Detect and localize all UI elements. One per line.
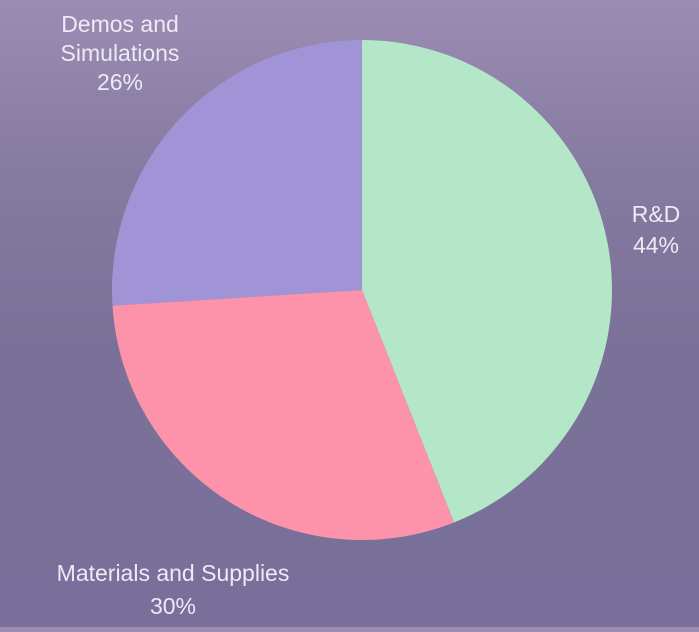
pie-label-name: Materials and Supplies bbox=[57, 560, 290, 586]
pie-label-materials-and-supplies: Materials and Supplies 30% bbox=[57, 560, 290, 619]
pie-label-percent: 26% bbox=[97, 69, 143, 95]
pie-label-name: R&D bbox=[632, 201, 681, 227]
pie-slices bbox=[112, 40, 613, 540]
pie-slice-materials-and-supplies bbox=[112, 290, 455, 540]
pie-label-r-d: R&D 44% bbox=[632, 201, 681, 258]
pie-slice-r-d bbox=[362, 40, 613, 523]
pie-labels: R&D 44% Materials and Supplies 30% Demos and… bbox=[57, 11, 681, 619]
pie-label-name: Simulations bbox=[61, 40, 180, 66]
pie-slice-demos-and-simulations bbox=[112, 40, 362, 306]
pie-label-percent: 30% bbox=[150, 593, 196, 619]
pie-label-name: Demos and bbox=[61, 11, 179, 37]
pie-label-demos-and-simulations: Demos and Simulations 26% bbox=[61, 11, 180, 95]
pie-label-percent: 44% bbox=[633, 232, 679, 258]
